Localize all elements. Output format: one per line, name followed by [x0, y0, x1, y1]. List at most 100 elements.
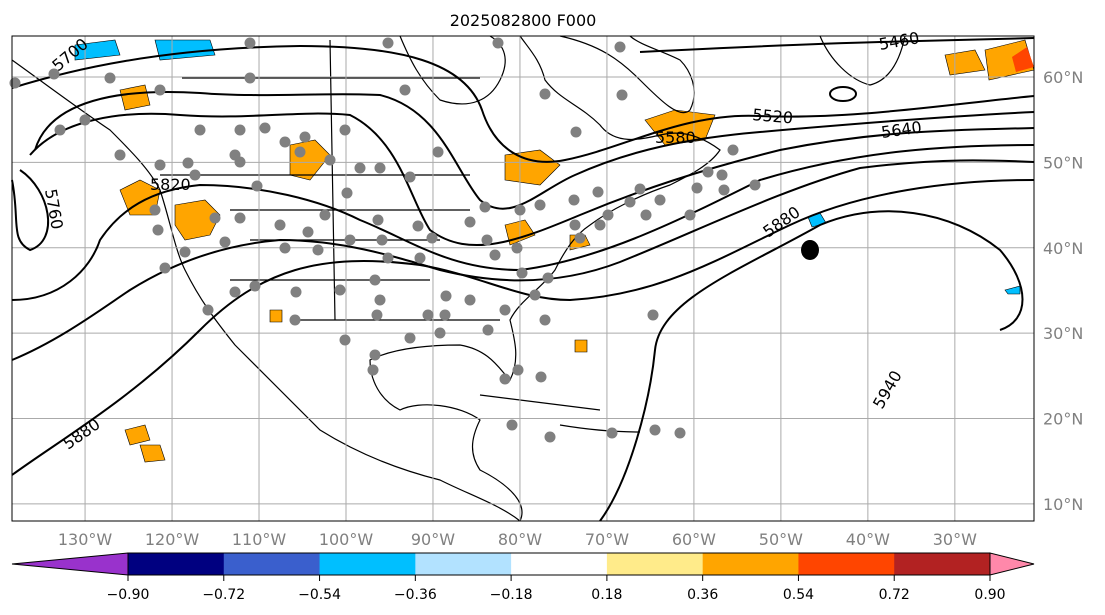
station-marker: [464, 216, 476, 228]
lon-label: 40°W: [846, 530, 890, 549]
station-marker: [749, 179, 761, 191]
colorbar-tick-label: −0.54: [298, 587, 341, 603]
station-marker: [511, 242, 523, 254]
station-marker: [432, 146, 444, 158]
lon-label: 30°W: [933, 530, 977, 549]
station-marker: [684, 209, 696, 221]
station-marker: [182, 157, 194, 169]
colorbar-segment: [798, 553, 895, 575]
station-marker: [104, 72, 116, 84]
station-marker: [289, 314, 301, 326]
lon-label: 70°W: [585, 530, 629, 549]
station-marker: [294, 146, 306, 158]
lat-label: 60°N: [1043, 68, 1083, 87]
plot-title: 2025082800 F000: [450, 11, 597, 30]
station-marker: [79, 114, 91, 126]
map-panel: 5460 5520 5580 5640 5700 5760 5820 5880 …: [9, 28, 1035, 522]
station-marker: [568, 194, 580, 206]
lon-label: 100°W: [319, 530, 374, 549]
station-marker: [535, 371, 547, 383]
station-marker: [279, 136, 291, 148]
station-marker: [114, 149, 126, 161]
station-marker: [640, 209, 652, 221]
colorbar-tick-label: −0.90: [107, 587, 150, 603]
colorbar-segment: [894, 553, 991, 575]
station-marker: [614, 41, 626, 53]
station-marker: [219, 236, 231, 248]
station-marker: [369, 349, 381, 361]
station-marker: [674, 427, 686, 439]
station-marker: [499, 373, 511, 385]
station-marker: [244, 72, 256, 84]
station-marker: [718, 184, 730, 196]
station-marker: [539, 314, 551, 326]
station-marker: [434, 327, 446, 339]
lon-label: 130°W: [58, 530, 113, 549]
lat-label: 40°N: [1043, 239, 1083, 258]
station-marker: [534, 199, 546, 211]
station-marker: [367, 364, 379, 376]
colorbar-segment: [128, 553, 225, 575]
station-marker: [616, 89, 628, 101]
colorbar-tick-label: 0.90: [974, 587, 1005, 603]
station-marker: [727, 144, 739, 156]
station-marker: [570, 126, 582, 138]
station-marker: [259, 122, 271, 134]
station-marker: [539, 88, 551, 100]
lon-label: 60°W: [672, 530, 716, 549]
station-marker: [339, 124, 351, 136]
latitude-labels: 60°N 50°N 40°N 30°N 20°N 10°N: [1043, 68, 1083, 514]
station-marker: [592, 186, 604, 198]
station-marker: [529, 289, 541, 301]
station-marker: [649, 424, 661, 436]
station-marker: [290, 286, 302, 298]
station-marker: [516, 267, 528, 279]
lon-label: 90°W: [411, 530, 455, 549]
station-marker: [274, 219, 286, 231]
station-marker: [209, 212, 221, 224]
contour-label-5580: 5580: [655, 128, 696, 147]
station-marker: [399, 84, 411, 96]
height-contours: [11, 37, 1035, 522]
station-markers: [9, 37, 761, 443]
anomaly-shading: [74, 39, 1035, 463]
colorbar-tick-label: −0.36: [394, 587, 437, 603]
lat-label: 20°N: [1043, 410, 1083, 429]
colorbar-segment: [319, 553, 416, 575]
colorbar-extend-high: [989, 552, 1035, 576]
station-marker: [404, 332, 416, 344]
station-marker: [179, 246, 191, 258]
station-marker: [489, 249, 501, 261]
station-marker: [422, 309, 434, 321]
station-marker: [334, 284, 346, 296]
colorbar-tick-label: −0.72: [202, 587, 245, 603]
station-marker: [48, 68, 60, 80]
station-marker: [319, 209, 331, 221]
colorbar-segment: [223, 553, 321, 575]
lat-label: 30°N: [1043, 324, 1083, 343]
station-marker: [374, 294, 386, 306]
station-marker: [234, 212, 246, 224]
station-marker: [341, 187, 353, 199]
station-marker: [691, 182, 703, 194]
colorbar-segment: [511, 553, 608, 575]
station-marker: [372, 214, 384, 226]
station-marker: [249, 280, 261, 292]
colorbar-extend-low: [11, 552, 129, 576]
station-marker: [194, 124, 206, 136]
coastlines: [11, 35, 906, 522]
station-marker: [594, 219, 606, 231]
station-marker: [229, 286, 241, 298]
station-marker: [234, 156, 246, 168]
station-marker: [302, 226, 314, 238]
station-marker: [602, 209, 614, 221]
station-marker: [324, 154, 336, 166]
station-marker: [492, 37, 504, 49]
station-marker: [382, 252, 394, 264]
station-marker: [154, 84, 166, 96]
station-marker: [376, 234, 388, 246]
station-marker: [569, 219, 581, 231]
station-marker: [499, 304, 511, 316]
station-marker: [251, 180, 263, 192]
lat-label: 50°N: [1043, 153, 1083, 172]
